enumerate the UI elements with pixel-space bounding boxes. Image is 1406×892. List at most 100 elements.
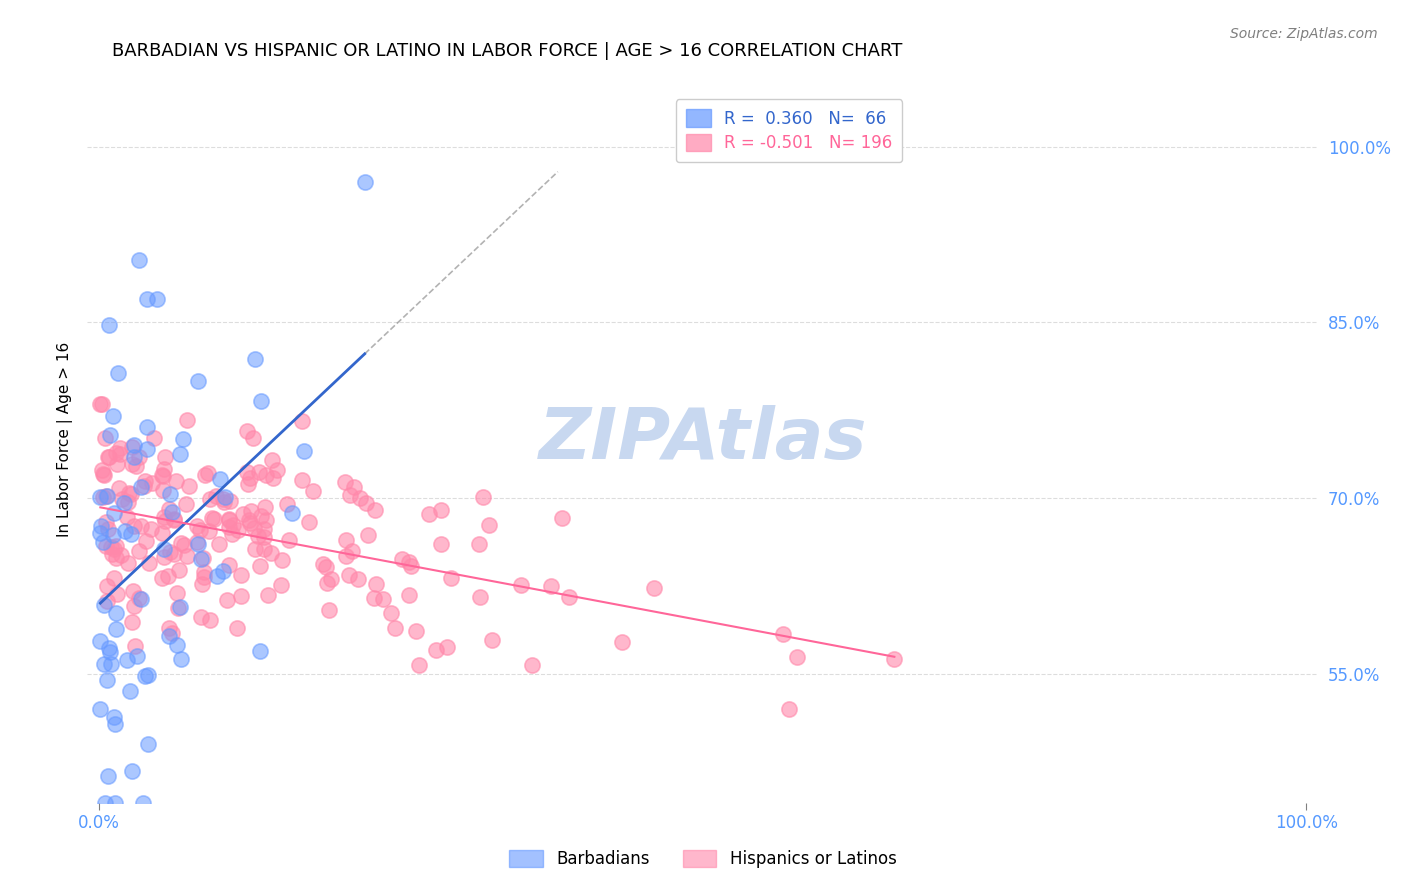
- Barbadians: [132, 796, 155, 810]
- Hispanics or Latinos: [96, 593, 118, 607]
- Hispanics or Latinos: [105, 587, 128, 601]
- Hispanics or Latinos: [315, 559, 337, 574]
- Hispanics or Latinos: [218, 513, 240, 527]
- Hispanics or Latinos: [218, 512, 240, 526]
- Barbadians: [187, 537, 209, 551]
- Hispanics or Latinos: [340, 543, 363, 558]
- Hispanics or Latinos: [468, 537, 491, 551]
- Hispanics or Latinos: [430, 537, 453, 551]
- Barbadians: [93, 657, 115, 671]
- Hispanics or Latinos: [347, 572, 370, 586]
- Barbadians: [138, 667, 160, 681]
- Hispanics or Latinos: [522, 657, 544, 672]
- Hispanics or Latinos: [118, 486, 141, 500]
- Barbadians: [91, 534, 114, 549]
- Text: BARBADIAN VS HISPANIC OR LATINO IN LABOR FORCE | AGE > 16 CORRELATION CHART: BARBADIAN VS HISPANIC OR LATINO IN LABOR…: [111, 42, 903, 60]
- Hispanics or Latinos: [339, 487, 361, 501]
- Hispanics or Latinos: [174, 497, 197, 511]
- Hispanics or Latinos: [176, 549, 198, 563]
- Hispanics or Latinos: [342, 479, 364, 493]
- Barbadians: [105, 606, 128, 620]
- Hispanics or Latinos: [558, 590, 581, 604]
- Hispanics or Latinos: [226, 523, 249, 537]
- Hispanics or Latinos: [212, 491, 235, 506]
- Barbadians: [249, 644, 271, 658]
- Hispanics or Latinos: [200, 613, 222, 627]
- Hispanics or Latinos: [643, 581, 665, 595]
- Hispanics or Latinos: [235, 465, 257, 479]
- Hispanics or Latinos: [89, 397, 111, 411]
- Hispanics or Latinos: [398, 588, 420, 602]
- Barbadians: [187, 375, 209, 389]
- Hispanics or Latinos: [253, 500, 276, 515]
- Hispanics or Latinos: [121, 615, 143, 630]
- Hispanics or Latinos: [550, 511, 572, 525]
- Hispanics or Latinos: [266, 462, 288, 476]
- Barbadians: [209, 472, 232, 486]
- Barbadians: [169, 447, 191, 461]
- Hispanics or Latinos: [122, 518, 145, 533]
- Hispanics or Latinos: [349, 491, 371, 505]
- Hispanics or Latinos: [108, 481, 131, 495]
- Hispanics or Latinos: [256, 513, 278, 527]
- Barbadians: [89, 634, 111, 648]
- Hispanics or Latinos: [153, 550, 176, 565]
- Barbadians: [89, 702, 111, 716]
- Hispanics or Latinos: [105, 550, 128, 565]
- Hispanics or Latinos: [357, 527, 380, 541]
- Barbadians: [124, 438, 146, 452]
- Hispanics or Latinos: [143, 431, 166, 445]
- Hispanics or Latinos: [191, 550, 214, 565]
- Hispanics or Latinos: [399, 559, 422, 574]
- Hispanics or Latinos: [108, 447, 131, 461]
- Hispanics or Latinos: [152, 483, 174, 498]
- Hispanics or Latinos: [201, 511, 224, 525]
- Hispanics or Latinos: [198, 492, 221, 507]
- Barbadians: [157, 629, 180, 643]
- Hispanics or Latinos: [238, 513, 260, 527]
- Barbadians: [166, 638, 188, 652]
- Hispanics or Latinos: [236, 425, 259, 439]
- Barbadians: [190, 552, 212, 566]
- Barbadians: [103, 710, 125, 724]
- Hispanics or Latinos: [115, 510, 138, 524]
- Hispanics or Latinos: [194, 468, 217, 483]
- Hispanics or Latinos: [96, 515, 118, 529]
- Hispanics or Latinos: [398, 555, 420, 569]
- Hispanics or Latinos: [425, 643, 447, 657]
- Hispanics or Latinos: [166, 601, 188, 615]
- Hispanics or Latinos: [173, 538, 195, 552]
- Hispanics or Latinos: [239, 471, 262, 485]
- Hispanics or Latinos: [97, 450, 120, 465]
- Hispanics or Latinos: [335, 549, 357, 563]
- Hispanics or Latinos: [610, 635, 633, 649]
- Hispanics or Latinos: [135, 533, 157, 548]
- Hispanics or Latinos: [150, 571, 173, 585]
- Hispanics or Latinos: [391, 551, 413, 566]
- Barbadians: [101, 528, 124, 542]
- Hispanics or Latinos: [276, 497, 298, 511]
- Hispanics or Latinos: [132, 479, 155, 493]
- Barbadians: [214, 490, 236, 504]
- Barbadians: [153, 542, 176, 557]
- Legend: Barbadians, Hispanics or Latinos: Barbadians, Hispanics or Latinos: [503, 843, 903, 875]
- Hispanics or Latinos: [157, 502, 180, 516]
- Hispanics or Latinos: [239, 504, 262, 518]
- Hispanics or Latinos: [226, 621, 249, 635]
- Barbadians: [159, 487, 181, 501]
- Barbadians: [103, 409, 125, 423]
- Barbadians: [205, 568, 228, 582]
- Barbadians: [134, 668, 156, 682]
- Barbadians: [104, 717, 127, 731]
- Barbadians: [172, 432, 194, 446]
- Barbadians: [98, 640, 121, 655]
- Hispanics or Latinos: [262, 453, 284, 467]
- Hispanics or Latinos: [380, 607, 402, 621]
- Hispanics or Latinos: [197, 466, 219, 480]
- Hispanics or Latinos: [160, 626, 183, 640]
- Hispanics or Latinos: [249, 559, 271, 574]
- Hispanics or Latinos: [105, 446, 128, 460]
- Hispanics or Latinos: [101, 547, 124, 561]
- Hispanics or Latinos: [242, 521, 264, 535]
- Hispanics or Latinos: [883, 652, 905, 666]
